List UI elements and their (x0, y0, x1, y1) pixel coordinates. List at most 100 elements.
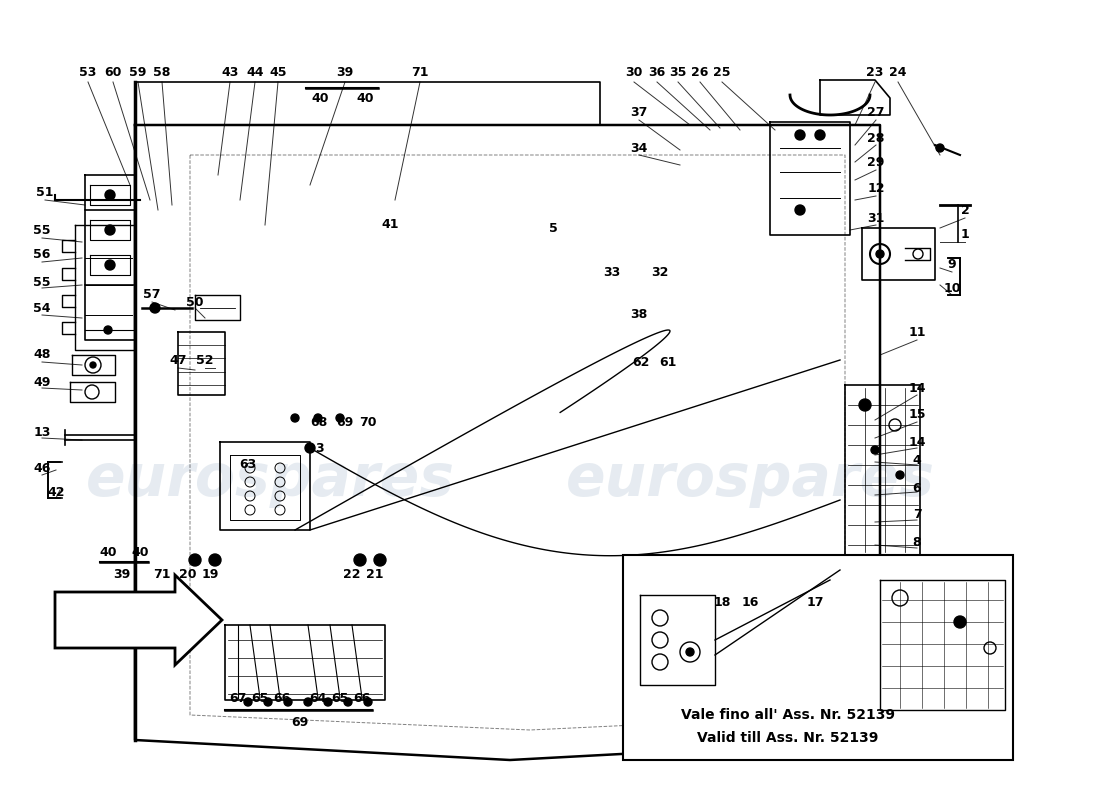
Text: 63: 63 (240, 458, 256, 471)
Text: 62: 62 (632, 355, 650, 369)
Text: 42: 42 (47, 486, 65, 498)
Text: 68: 68 (310, 415, 328, 429)
Circle shape (859, 399, 871, 411)
Text: 65: 65 (251, 691, 268, 705)
Circle shape (90, 362, 96, 368)
Circle shape (896, 471, 904, 479)
Text: 31: 31 (867, 211, 884, 225)
Text: 28: 28 (867, 131, 884, 145)
Text: 48: 48 (33, 349, 51, 362)
Circle shape (104, 326, 112, 334)
Text: 65: 65 (331, 691, 349, 705)
Text: 56: 56 (33, 249, 51, 262)
Text: 36: 36 (648, 66, 666, 78)
Text: 58: 58 (153, 66, 170, 78)
Text: 50: 50 (186, 295, 204, 309)
Text: 1: 1 (960, 229, 969, 242)
Text: 32: 32 (651, 266, 669, 278)
Circle shape (305, 443, 315, 453)
Text: 60: 60 (104, 66, 122, 78)
Text: 57: 57 (143, 289, 161, 302)
Text: 59: 59 (130, 66, 146, 78)
Circle shape (795, 130, 805, 140)
Text: 26: 26 (691, 66, 708, 78)
Text: 3: 3 (315, 442, 323, 454)
Circle shape (150, 303, 160, 313)
Text: 53: 53 (79, 66, 97, 78)
Text: 66: 66 (353, 691, 371, 705)
Circle shape (336, 414, 344, 422)
Text: 19: 19 (201, 569, 219, 582)
Text: 9: 9 (948, 258, 956, 271)
Text: 54: 54 (33, 302, 51, 314)
Text: 39: 39 (113, 569, 131, 582)
Text: 37: 37 (630, 106, 648, 118)
Text: 23: 23 (867, 66, 883, 78)
Circle shape (284, 698, 292, 706)
Text: 51: 51 (36, 186, 54, 198)
Text: 40: 40 (99, 546, 117, 558)
Text: 35: 35 (669, 66, 686, 78)
Text: 55: 55 (33, 275, 51, 289)
Circle shape (209, 554, 221, 566)
Text: 27: 27 (867, 106, 884, 118)
Text: 43: 43 (221, 66, 239, 78)
Text: 40: 40 (311, 91, 329, 105)
Text: 46: 46 (33, 462, 51, 474)
Text: 13: 13 (33, 426, 51, 438)
Text: 40: 40 (356, 91, 374, 105)
Text: 41: 41 (382, 218, 398, 231)
Text: 25: 25 (713, 66, 730, 78)
Text: 14: 14 (909, 435, 926, 449)
Text: 29: 29 (867, 155, 884, 169)
Circle shape (815, 130, 825, 140)
Text: 5: 5 (549, 222, 558, 234)
Text: eurospares: eurospares (86, 451, 454, 509)
Text: 12: 12 (867, 182, 884, 194)
Circle shape (104, 190, 116, 200)
Text: 34: 34 (630, 142, 648, 154)
Text: 70: 70 (360, 415, 376, 429)
Circle shape (954, 616, 966, 628)
Text: 67: 67 (229, 691, 246, 705)
Text: 20: 20 (179, 569, 197, 582)
Circle shape (324, 698, 332, 706)
Text: 49: 49 (33, 375, 51, 389)
Text: 33: 33 (604, 266, 620, 278)
Text: Vale fino all' Ass. Nr. 52139: Vale fino all' Ass. Nr. 52139 (681, 708, 895, 722)
Circle shape (292, 414, 299, 422)
Text: 8: 8 (913, 535, 922, 549)
Circle shape (876, 250, 884, 258)
Text: 38: 38 (630, 309, 648, 322)
Text: 30: 30 (625, 66, 642, 78)
Text: 61: 61 (659, 355, 676, 369)
Circle shape (189, 554, 201, 566)
Text: 14: 14 (909, 382, 926, 394)
Circle shape (104, 225, 116, 235)
Text: 55: 55 (33, 223, 51, 237)
Circle shape (936, 144, 944, 152)
Text: 15: 15 (909, 409, 926, 422)
Circle shape (244, 698, 252, 706)
Text: 66: 66 (274, 691, 290, 705)
Text: 64: 64 (309, 691, 327, 705)
Text: 45: 45 (270, 66, 287, 78)
Circle shape (374, 554, 386, 566)
Text: 69: 69 (337, 415, 353, 429)
Text: Valid till Ass. Nr. 52139: Valid till Ass. Nr. 52139 (697, 731, 879, 745)
Circle shape (264, 698, 272, 706)
Text: 71: 71 (411, 66, 429, 78)
Text: eurospares: eurospares (565, 451, 935, 509)
Circle shape (354, 554, 366, 566)
Text: 16: 16 (741, 595, 759, 609)
Text: 2: 2 (960, 203, 969, 217)
Text: 40: 40 (131, 546, 149, 558)
Text: 7: 7 (913, 509, 922, 522)
Text: 52: 52 (196, 354, 213, 366)
Circle shape (344, 698, 352, 706)
Bar (623, 555, 1013, 760)
Text: 44: 44 (246, 66, 264, 78)
Circle shape (104, 260, 116, 270)
Text: 10: 10 (944, 282, 960, 294)
Text: 69: 69 (292, 715, 309, 729)
